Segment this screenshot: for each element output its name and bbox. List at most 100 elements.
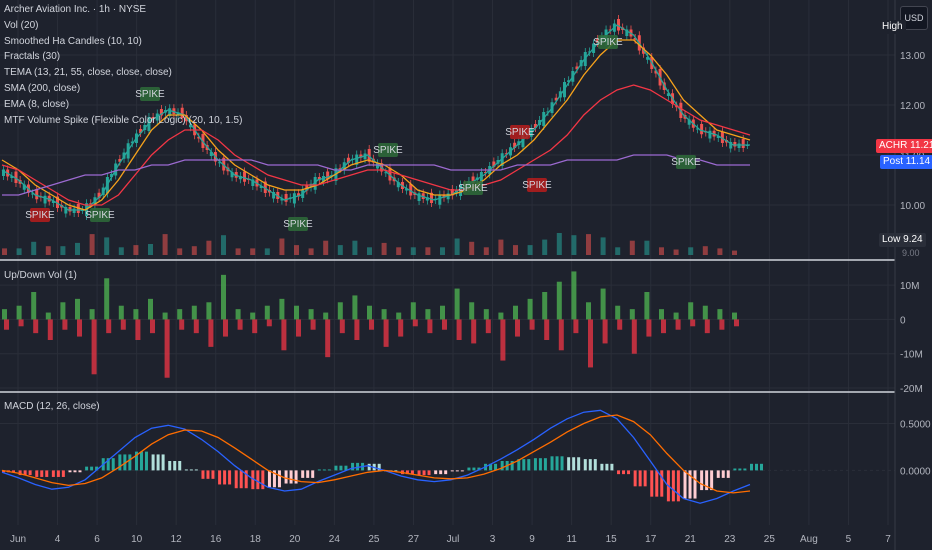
indicator-legend[interactable]: Archer Aviation Inc. · 1h · NYSE Vol (20… [4,2,242,128]
down-volume-bar [266,319,272,327]
macd-histogram-bar [156,454,160,471]
candle-body [367,149,371,162]
time-tick-label: 23 [724,534,736,545]
volume-bars [2,233,737,255]
macd-histogram-bar [577,457,581,471]
candle-body [272,192,276,199]
candle-body [10,176,14,178]
macd-histogram-bar [405,470,409,475]
candle-body [209,152,213,156]
candle-body [700,124,704,135]
spike-marker: SPIKE [458,181,488,195]
volume-bar [586,234,591,255]
volume-bar [2,248,7,255]
legend-ema[interactable]: EMA (8, close) [4,98,70,110]
candle-body [492,161,496,167]
candle-body [504,153,508,155]
macd-histogram-bar [244,470,248,489]
time-tick-label: 12 [171,534,183,545]
volume-bar [352,240,358,255]
macd-histogram-bar [277,470,281,488]
volume-bar [308,248,314,255]
up-volume-bar [688,302,694,320]
macd-histogram-bar [743,468,747,471]
volume-bar [483,247,489,255]
macd-histogram-bar [494,463,498,471]
price-pane[interactable]: SPIKE SPIKE SPIKE SPIKE SPIKE SPIKE SPIKE SPIKE… [1,15,751,255]
macd-histogram-bar [311,470,315,478]
legend-tema[interactable]: TEMA (13, 21, 55, close, close, close) [4,67,172,79]
down-volume-bar [47,319,53,340]
macd-histogram-bar [68,470,72,473]
time-tick-label: 20 [289,534,301,545]
macd-histogram-bar [427,470,431,476]
volume-bar [396,247,402,255]
legend-sma[interactable]: SMA (200, close) [4,82,81,94]
macd-tick-label: 0.5000 [900,419,931,430]
candle-body [251,179,255,186]
down-volume-bar [485,319,491,334]
candle-body [617,19,621,31]
volume-bar [206,240,212,255]
time-tick-label: 4 [55,534,61,545]
up-volume-bar [337,302,343,320]
macd-histogram-bar [327,469,331,471]
time-tick-label: 24 [329,534,341,545]
legend-ha-candles[interactable]: Smoothed Ha Candles (10, 10) [4,35,142,47]
macd-histogram-bar [434,470,438,475]
volume-bar [469,241,475,255]
updown-title[interactable]: Up/Down Vol (1) [4,270,77,281]
up-volume-bar [352,295,358,320]
macd-histogram-bar [351,462,355,471]
macd-histogram-bar [460,470,464,472]
up-volume-bar [527,298,533,320]
macd-pane[interactable] [1,409,763,504]
candle-body [716,136,720,138]
candle-body [646,57,650,60]
down-volume-bar [33,319,39,334]
macd-histogram-bar [750,463,753,471]
macd-histogram-bar [527,459,531,471]
candle-body [317,177,321,181]
macd-histogram-bar [444,470,448,475]
up-volume-bar [235,309,241,320]
volume-bar [191,246,197,255]
legend-vol[interactable]: Vol (20) [4,19,39,31]
candle-body [139,129,143,133]
down-volume-bar [456,319,462,340]
volume-bar [279,238,285,255]
up-volume-bar [45,312,51,320]
macd-histogram-bar [716,470,720,478]
legend-title[interactable]: Archer Aviation Inc. · 1h · NYSE [4,4,147,15]
up-volume-bar [89,309,95,320]
macd-histogram-bar [90,466,94,471]
macd-histogram-bar [267,470,271,488]
legend-volume-spike[interactable]: MTF Volume Spike (Flexible Color Logic) … [4,114,243,126]
macd-histogram-bar [211,470,215,479]
up-volume-bar [118,305,124,320]
up-volume-bar [2,309,7,320]
candle-body [500,153,504,166]
macd-histogram-bar [289,470,293,484]
legend-fractals[interactable]: Fractals (30) [4,51,61,63]
down-volume-bar [106,319,112,334]
macd-title[interactable]: MACD (12, 26, close) [4,401,100,412]
macd-histogram-bar [128,454,132,471]
macd-histogram-bar [638,470,642,487]
candle-body [284,194,288,202]
candle-body [151,117,155,119]
candle-body [89,203,93,205]
macd-histogram-bar [189,469,193,471]
volume-bar [133,245,139,255]
candle-body [346,157,350,163]
updown-volume-pane[interactable] [2,271,739,378]
volume-bar [571,235,577,255]
macd-histogram-bar [144,451,148,471]
macd-histogram-bar [123,454,127,471]
candle-body [666,93,670,96]
up-volume-bar [586,302,591,320]
down-volume-bar [515,319,520,337]
volume-bar [381,242,387,255]
volume-bar [89,234,95,255]
